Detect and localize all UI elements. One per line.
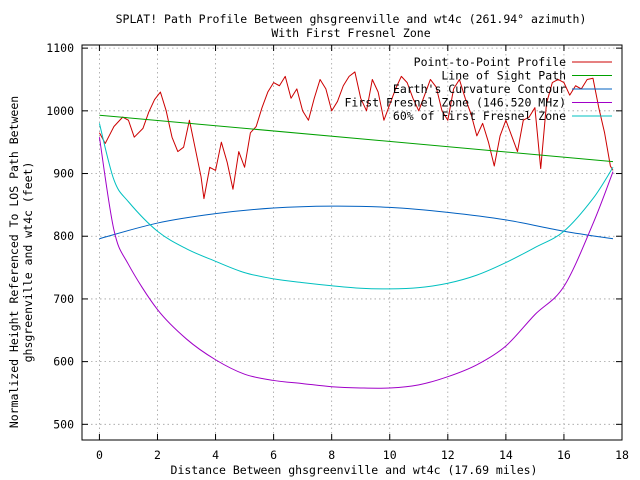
series-line-line-of-sight-path bbox=[99, 114, 614, 163]
y-tick-label: 900 bbox=[53, 167, 74, 181]
legend-label: Earth's Curvature Contour bbox=[393, 82, 566, 96]
x-tick-label: 4 bbox=[212, 448, 219, 462]
legend-label: First Fresnel Zone (146.520 MHz) bbox=[344, 96, 566, 110]
y-axis-label-line-1: Normalized Height Referenced To LOS Path… bbox=[7, 96, 21, 428]
series-line-60-of-first-fresnel-zone bbox=[98, 123, 614, 290]
chart-title-line-2: With First Fresnel Zone bbox=[271, 26, 430, 40]
legend-label: Point-to-Point Profile bbox=[414, 55, 566, 69]
y-tick-label: 500 bbox=[53, 417, 74, 431]
legend-label: 60% of First Fresnel Zone bbox=[393, 109, 566, 123]
x-tick-label: 0 bbox=[96, 448, 103, 462]
x-tick-label: 14 bbox=[499, 448, 513, 462]
x-tick-label: 2 bbox=[154, 448, 161, 462]
series-line-point-to-point-profile bbox=[98, 71, 614, 200]
plot-area-border bbox=[81, 44, 623, 441]
x-tick-label: 10 bbox=[383, 448, 397, 462]
axis-ticks: 0 2 4 6 8 10 12 14 16 18 500 600 700 800 900 1000 1100 bbox=[46, 41, 629, 462]
x-tick-label: 8 bbox=[328, 448, 335, 462]
x-axis-label: Distance Between ghsgreenville and wt4c … bbox=[171, 463, 538, 477]
legend-label: Line of Sight Path bbox=[441, 69, 566, 83]
x-tick-label: 12 bbox=[441, 448, 455, 462]
y-tick-label: 1000 bbox=[46, 104, 74, 118]
series-line-earth-s-curvature-contour bbox=[99, 205, 614, 240]
x-tick-label: 16 bbox=[557, 448, 571, 462]
x-tick-label: 18 bbox=[615, 448, 629, 462]
series-line-first-fresnel-zone-146-520-mhz bbox=[98, 137, 614, 389]
x-tick-label: 6 bbox=[270, 448, 277, 462]
y-tick-label: 600 bbox=[53, 355, 74, 369]
y-tick-label: 800 bbox=[53, 229, 74, 243]
chart-title-line-1: SPLAT! Path Profile Between ghsgreenvill… bbox=[116, 12, 587, 26]
data-series bbox=[98, 71, 614, 389]
y-axis-label-line-2: ghsgreenville and wt4c (feet) bbox=[21, 162, 35, 363]
y-tick-label: 1100 bbox=[46, 41, 74, 55]
y-tick-label: 700 bbox=[53, 292, 74, 306]
